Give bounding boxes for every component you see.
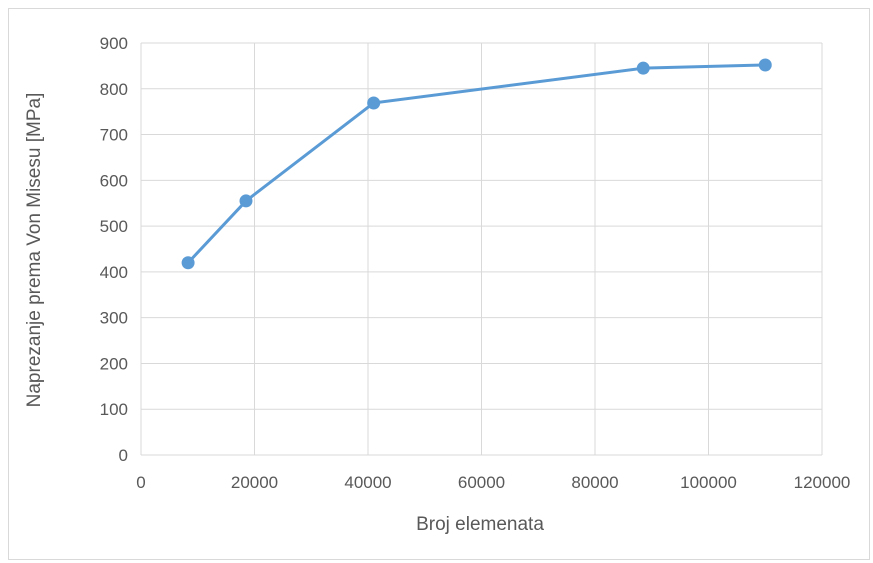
series-layer [181,58,772,270]
x-tick-label: 0 [136,473,145,492]
y-tick-label: 400 [100,263,128,282]
y-tick-label: 700 [100,126,128,145]
data-point-marker [758,58,772,72]
data-point-marker [181,256,195,270]
x-tick-label: 120000 [794,473,851,492]
x-axis-title: Broj elemenata [416,514,544,535]
y-tick-label: 500 [100,217,128,236]
data-point-marker [239,194,253,208]
chart-frame [8,8,870,560]
y-tick-label: 200 [100,354,128,373]
x-tick-label: 80000 [571,473,618,492]
y-tick-label: 800 [100,80,128,99]
x-tick-label: 60000 [458,473,505,492]
data-point-marker [367,96,381,110]
x-axis-tick-labels: 0 20000 40000 60000 80000 100000 120000 [136,473,850,492]
y-tick-label: 600 [100,171,128,190]
y-tick-label: 300 [100,309,128,328]
series-line [187,63,766,264]
x-tick-label: 40000 [344,473,391,492]
y-axis-tick-labels: 0 100 200 300 400 500 600 700 800 900 [100,34,128,465]
y-tick-label: 0 [119,446,128,465]
y-tick-label: 100 [100,400,128,419]
y-tick-label: 900 [100,34,128,53]
data-point-marker [636,61,650,75]
x-tick-label: 100000 [680,473,737,492]
grid-lines [140,42,823,456]
x-tick-label: 20000 [231,473,278,492]
y-axis-title: Naprezanje prema Von Misesu [MPa] [24,93,45,408]
